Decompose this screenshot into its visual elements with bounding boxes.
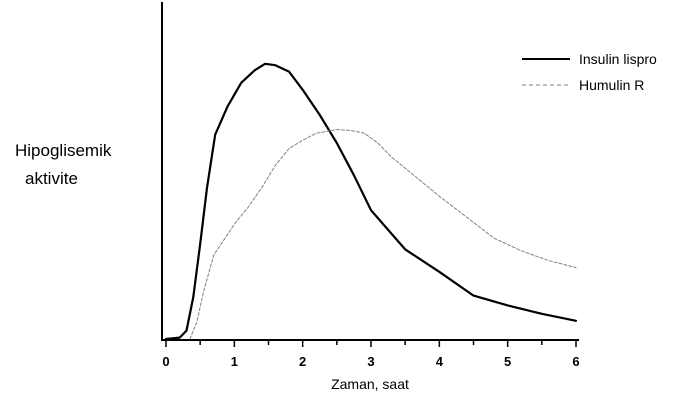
y-axis-title-line-1: Hipoglisemik [15, 141, 112, 160]
x-tick-label: 3 [367, 354, 374, 369]
x-tick-label: 1 [231, 354, 238, 369]
legend-label-insulin-lispro: Insulin lispro [579, 51, 657, 67]
series-layer [164, 62, 578, 341]
y-axis-title: Hipoglisemik aktivite [15, 141, 116, 188]
series-line-humulin-r [189, 129, 577, 340]
legend-label-humulin-r: Humulin R [579, 77, 644, 93]
x-tick-label: 0 [162, 354, 169, 369]
axes [161, 2, 579, 341]
x-axis-title: Zaman, saat [331, 376, 409, 392]
x-tick-labels: 0 1 2 3 4 5 6 [162, 354, 579, 369]
y-axis-title-line-2: aktivite [25, 169, 78, 188]
x-tick-label: 4 [436, 354, 444, 369]
x-tick-label: 5 [504, 354, 511, 369]
x-tick-label: 6 [572, 354, 579, 369]
x-tick-label: 2 [299, 354, 306, 369]
x-ticks [165, 340, 577, 347]
series-line-insulin-lispro [164, 62, 578, 341]
legend: Insulin lispro Humulin R [522, 51, 657, 93]
